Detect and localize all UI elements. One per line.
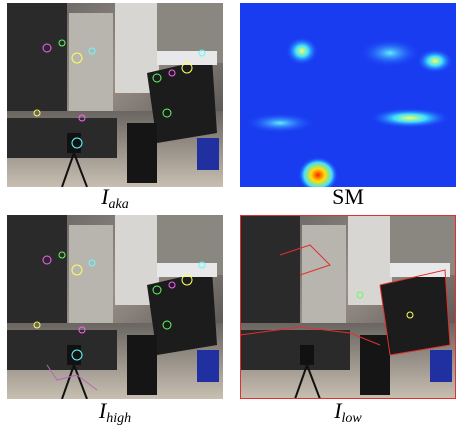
figure: Iaka SM Ihigh Ilow <box>0 0 459 428</box>
caption-label: I <box>334 398 341 423</box>
caption: Iaka <box>7 184 223 213</box>
caption-subscript: low <box>342 411 362 426</box>
image-low <box>240 215 456 399</box>
image-high <box>7 215 223 399</box>
caption-subscript: aka <box>109 197 129 212</box>
caption-label: SM <box>332 184 364 209</box>
saliency-map <box>240 3 456 187</box>
caption-label: I <box>101 184 108 209</box>
caption: Ihigh <box>7 398 223 427</box>
caption: Ilow <box>240 398 456 427</box>
caption-subscript: high <box>106 411 131 426</box>
caption: SM <box>240 184 456 210</box>
image-aka <box>7 3 223 187</box>
